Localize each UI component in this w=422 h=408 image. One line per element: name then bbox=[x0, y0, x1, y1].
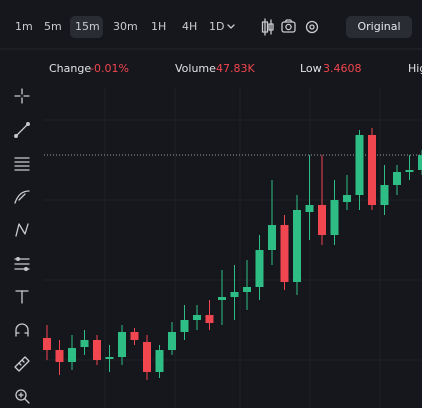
fib-tool[interactable] bbox=[14, 257, 30, 271]
candle-body bbox=[343, 195, 351, 202]
candle-body bbox=[393, 172, 401, 185]
timeframe[interactable]: 1H bbox=[151, 20, 166, 33]
toolbar-icons bbox=[227, 16, 412, 38]
screenshot-icon[interactable] bbox=[281, 19, 296, 33]
original-label: Original bbox=[357, 20, 400, 33]
candle-body bbox=[293, 210, 301, 282]
candle-body bbox=[243, 287, 251, 292]
timeframe[interactable]: 4H bbox=[182, 20, 197, 33]
candle-body bbox=[180, 320, 189, 332]
trendline-tool[interactable] bbox=[14, 122, 30, 138]
candle-body bbox=[193, 315, 201, 320]
candle-body bbox=[230, 292, 239, 297]
pen-tool[interactable] bbox=[14, 190, 30, 204]
timeframe[interactable]: 15m bbox=[75, 20, 100, 33]
stat-label: Hig bbox=[408, 62, 422, 75]
stat-label: Volume bbox=[175, 62, 216, 75]
stat-label: Low bbox=[300, 62, 322, 75]
candle-body bbox=[130, 332, 139, 340]
dropdown-chevron[interactable] bbox=[227, 24, 235, 29]
selected-timeframe-bg bbox=[70, 16, 103, 38]
candle-body bbox=[418, 155, 422, 170]
stat-label: Change bbox=[49, 62, 91, 75]
timeframe[interactable]: 5m bbox=[44, 20, 62, 33]
candle-body bbox=[143, 342, 151, 372]
crosshair-tool[interactable] bbox=[14, 88, 30, 104]
candle-body bbox=[168, 332, 176, 350]
candle-type-icon[interactable] bbox=[261, 18, 274, 36]
timeframe[interactable]: 1D bbox=[209, 20, 224, 33]
candle-body bbox=[318, 205, 326, 235]
candle-body bbox=[380, 185, 389, 205]
candle-body bbox=[268, 225, 276, 250]
candle-body bbox=[205, 315, 214, 323]
text-tool[interactable] bbox=[15, 290, 29, 304]
candle-body bbox=[405, 170, 414, 172]
candle-body bbox=[80, 340, 89, 347]
hline-tool[interactable] bbox=[14, 157, 30, 171]
candle-body bbox=[55, 350, 64, 362]
stat-value: 47.83K bbox=[216, 62, 255, 75]
grid bbox=[44, 88, 422, 408]
candle-body bbox=[105, 357, 114, 359]
candle-body bbox=[255, 250, 264, 287]
candle-body bbox=[68, 348, 76, 362]
settings-icon[interactable] bbox=[305, 20, 319, 34]
stat-value: 3.4608 bbox=[323, 62, 362, 75]
candle-body bbox=[43, 338, 51, 350]
candle-body bbox=[218, 297, 226, 300]
stat-value: -0.01% bbox=[90, 62, 129, 75]
original-button[interactable] bbox=[346, 16, 412, 38]
ruler-tool[interactable] bbox=[14, 356, 30, 372]
drawing-tools bbox=[14, 88, 30, 404]
timeframe[interactable]: 30m bbox=[113, 20, 138, 33]
zoom-tool[interactable] bbox=[15, 389, 30, 404]
candle-body bbox=[93, 340, 101, 360]
pattern-tool[interactable] bbox=[15, 223, 29, 237]
candle-body bbox=[280, 225, 289, 282]
candle-body bbox=[118, 332, 126, 357]
candle-body bbox=[368, 135, 376, 205]
candle-body bbox=[305, 205, 314, 212]
candle-body bbox=[330, 200, 339, 235]
candle-body bbox=[155, 350, 164, 372]
candle-body bbox=[355, 135, 364, 195]
magnet-tool[interactable] bbox=[15, 323, 29, 337]
timeframe[interactable]: 1m bbox=[15, 20, 33, 33]
